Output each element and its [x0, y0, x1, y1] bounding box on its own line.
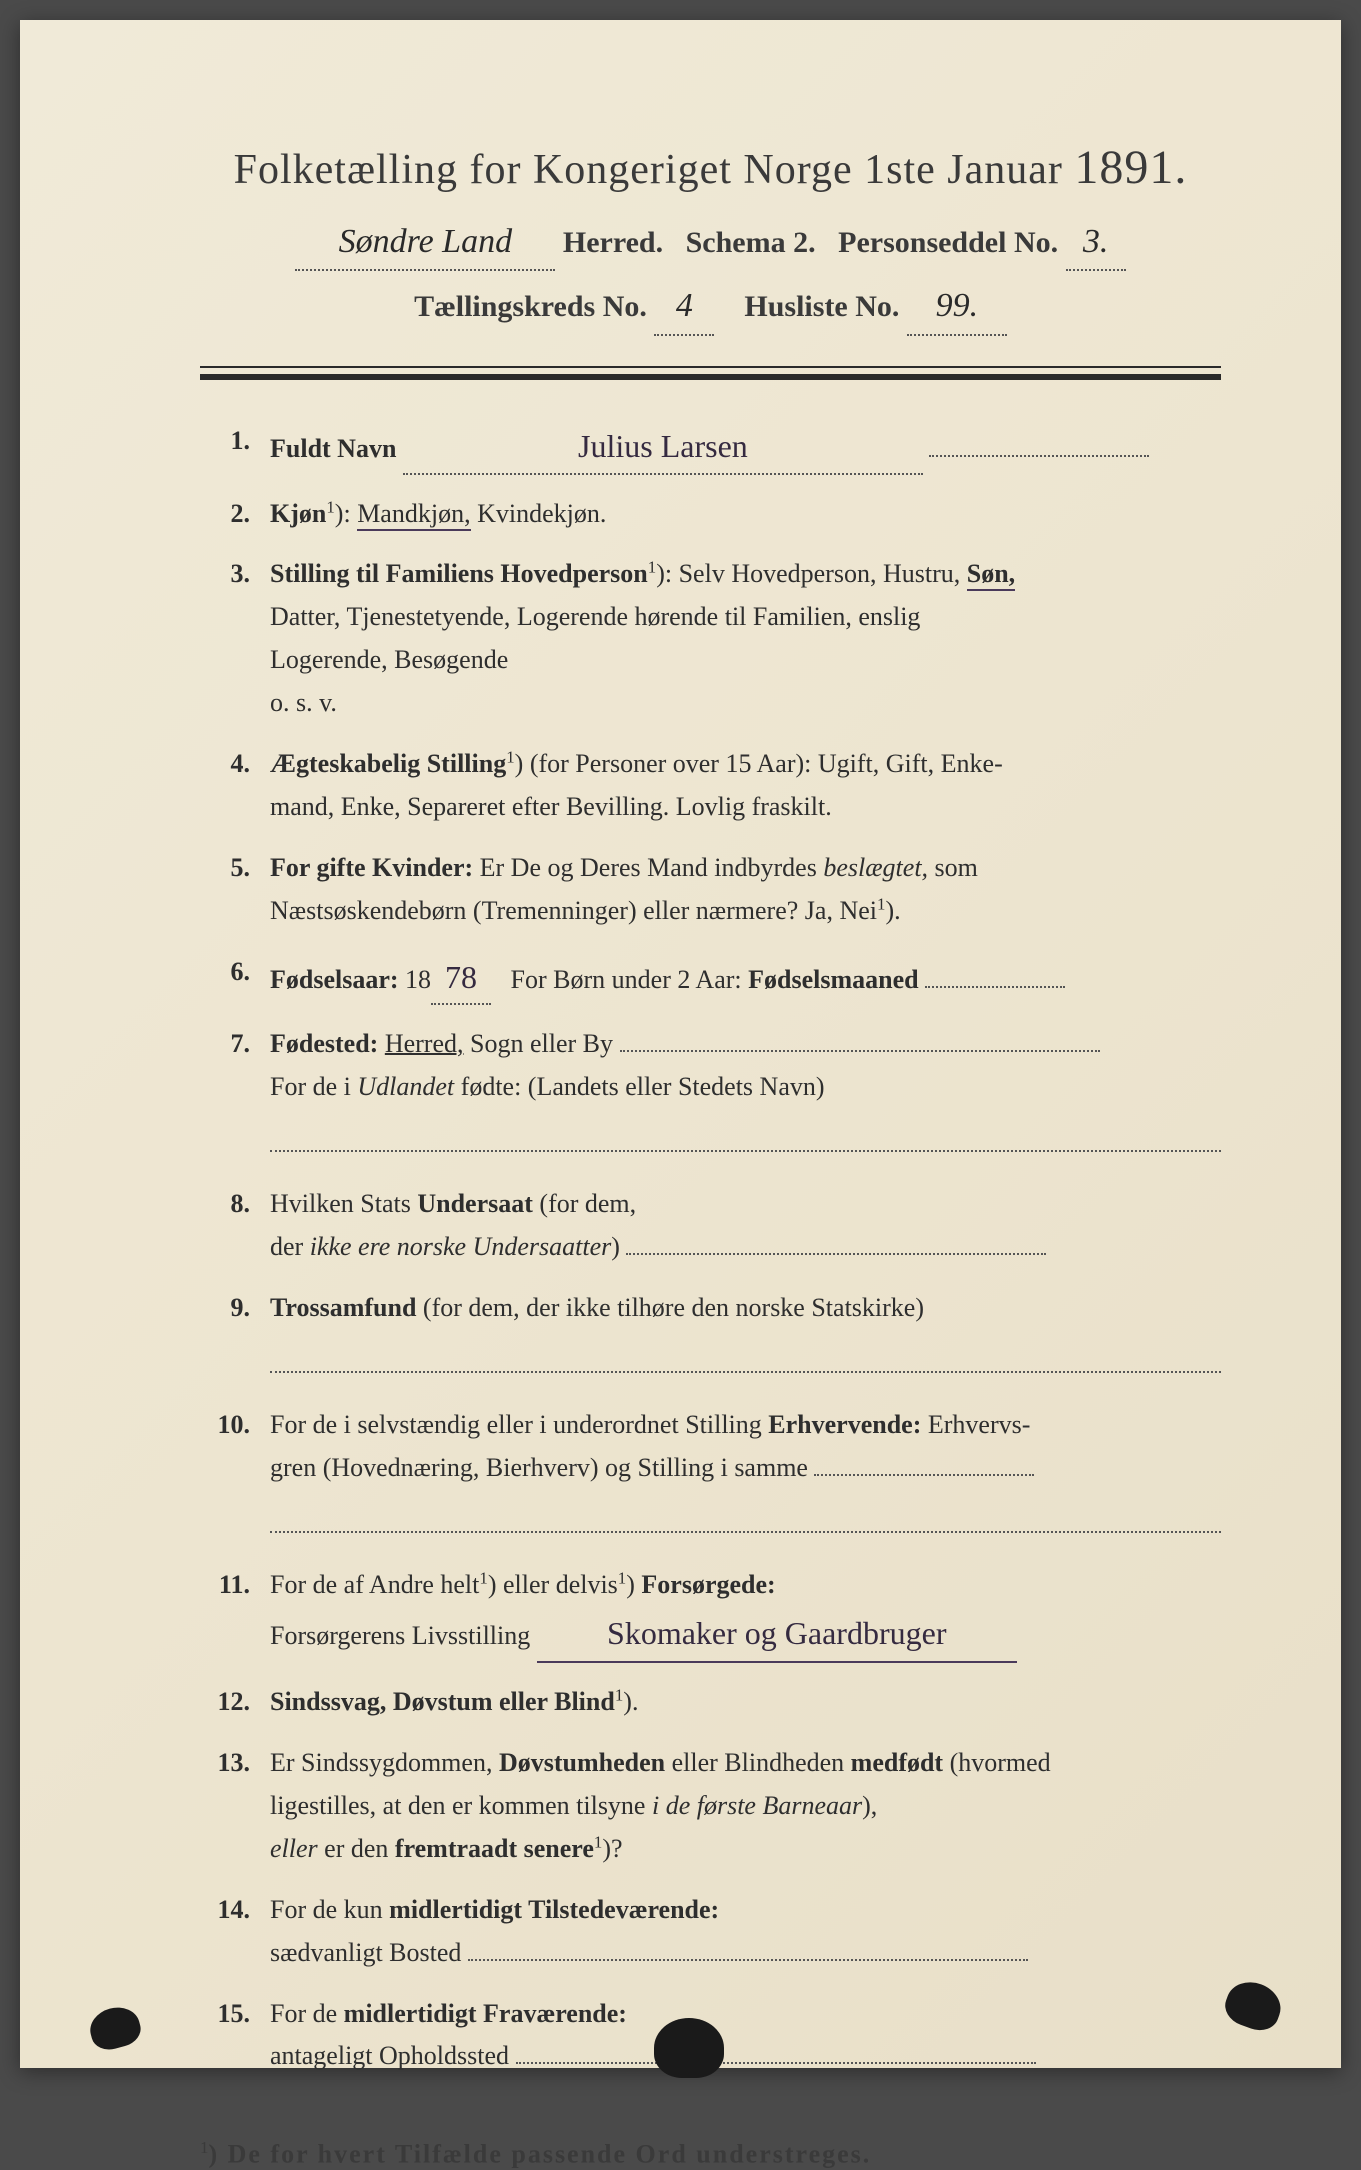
personseddel-label: Personseddel No.: [838, 226, 1058, 259]
divider: [200, 366, 1221, 380]
q10-label: Erhvervende:: [768, 1410, 921, 1439]
paper-damage-icon: [86, 2002, 145, 2054]
item-12-disability: Sindssvag, Døvstum eller Blind1).: [200, 1681, 1221, 1724]
subhead-line-2: Tællingskreds No. 4 Husliste No. 99.: [200, 279, 1221, 335]
item-9-religion: Trossamfund (for dem, der ikke tilhøre d…: [200, 1287, 1221, 1386]
q11-value: Skomaker og Gaardbruger: [537, 1607, 1017, 1663]
q2-male: Mandkjøn,: [357, 499, 470, 531]
q2-female: Kvindekjøn.: [477, 499, 606, 528]
item-7-birthplace: Fødested: Herred, Sogn eller By For de i…: [200, 1023, 1221, 1165]
q6-label: Fødselsaar:: [270, 965, 399, 994]
herred-value: Søndre Land: [295, 215, 555, 271]
q8-label: Undersaat: [417, 1189, 533, 1218]
form-title: Folketælling for Kongeriget Norge 1ste J…: [200, 140, 1221, 195]
census-form-page: Folketælling for Kongeriget Norge 1ste J…: [20, 20, 1341, 2068]
item-3-relation: Stilling til Familiens Hovedperson1): Se…: [200, 553, 1221, 725]
title-year: 1891.: [1074, 141, 1187, 194]
item-13-congenital: Er Sindssygdommen, Døvstumheden eller Bl…: [200, 1742, 1221, 1871]
husliste-value: 99.: [907, 279, 1007, 335]
title-text: Folketælling for Kongeriget Norge 1ste J…: [234, 147, 1063, 193]
q6-year: 78: [431, 951, 491, 1006]
q4-label: Ægteskabelig Stilling: [270, 749, 506, 778]
q9-label: Trossamfund: [270, 1293, 416, 1322]
paper-damage-icon: [654, 2018, 724, 2078]
personseddel-value: 3.: [1066, 215, 1126, 271]
item-1-name: Fuldt Navn Julius Larsen: [200, 420, 1221, 475]
item-14-present: For de kun midlertidigt Tilstedeværende:…: [200, 1889, 1221, 1975]
herred-label: Herred.: [563, 226, 663, 259]
paper-damage-icon: [1220, 1975, 1287, 2036]
schema-label: Schema 2.: [686, 226, 816, 259]
q3-label: Stilling til Familiens Hovedperson: [270, 559, 648, 588]
q14-label: midlertidigt Tilstedeværende:: [389, 1895, 719, 1924]
item-8-citizenship: Hvilken Stats Undersaat (for dem, der ik…: [200, 1183, 1221, 1269]
q1-value: Julius Larsen: [403, 420, 923, 475]
husliste-label: Husliste No.: [744, 290, 899, 323]
q1-label: Fuldt Navn: [270, 434, 396, 463]
q13-label: Døvstumheden: [499, 1748, 665, 1777]
q7-label: Fødested:: [270, 1029, 378, 1058]
q11-label: Forsørgede:: [641, 1570, 775, 1599]
footnote-text: ) De for hvert Tilfælde passende Ord und…: [208, 2140, 871, 2169]
footnote: 1) De for hvert Tilfælde passende Ord un…: [200, 2138, 1221, 2170]
item-5-related: For gifte Kvinder: Er De og Deres Mand i…: [200, 847, 1221, 933]
item-2-sex: Kjøn1): Mandkjøn, Kvindekjøn.: [200, 493, 1221, 536]
item-6-birthyear: Fødselsaar: 1878 For Børn under 2 Aar: F…: [200, 951, 1221, 1006]
item-4-marital: Ægteskabelig Stilling1) (for Personer ov…: [200, 743, 1221, 829]
q5-label: For gifte Kvinder:: [270, 853, 473, 882]
q3-son: Søn,: [967, 559, 1015, 591]
item-10-occupation: For de i selvstændig eller i underordnet…: [200, 1404, 1221, 1546]
q12-label: Sindssvag, Døvstum eller Blind: [270, 1687, 615, 1716]
form-items: Fuldt Navn Julius Larsen Kjøn1): Mandkjø…: [200, 420, 1221, 2079]
q15-label: midlertidigt Fraværende:: [344, 1999, 627, 2028]
item-11-supported: For de af Andre helt1) eller delvis1) Fo…: [200, 1564, 1221, 1663]
form-header: Folketælling for Kongeriget Norge 1ste J…: [200, 140, 1221, 336]
kreds-value: 4: [654, 279, 714, 335]
kreds-label: Tællingskreds No.: [414, 290, 647, 323]
q2-label: Kjøn: [270, 499, 326, 528]
subhead-line-1: Søndre Land Herred. Schema 2. Personsedd…: [200, 215, 1221, 271]
